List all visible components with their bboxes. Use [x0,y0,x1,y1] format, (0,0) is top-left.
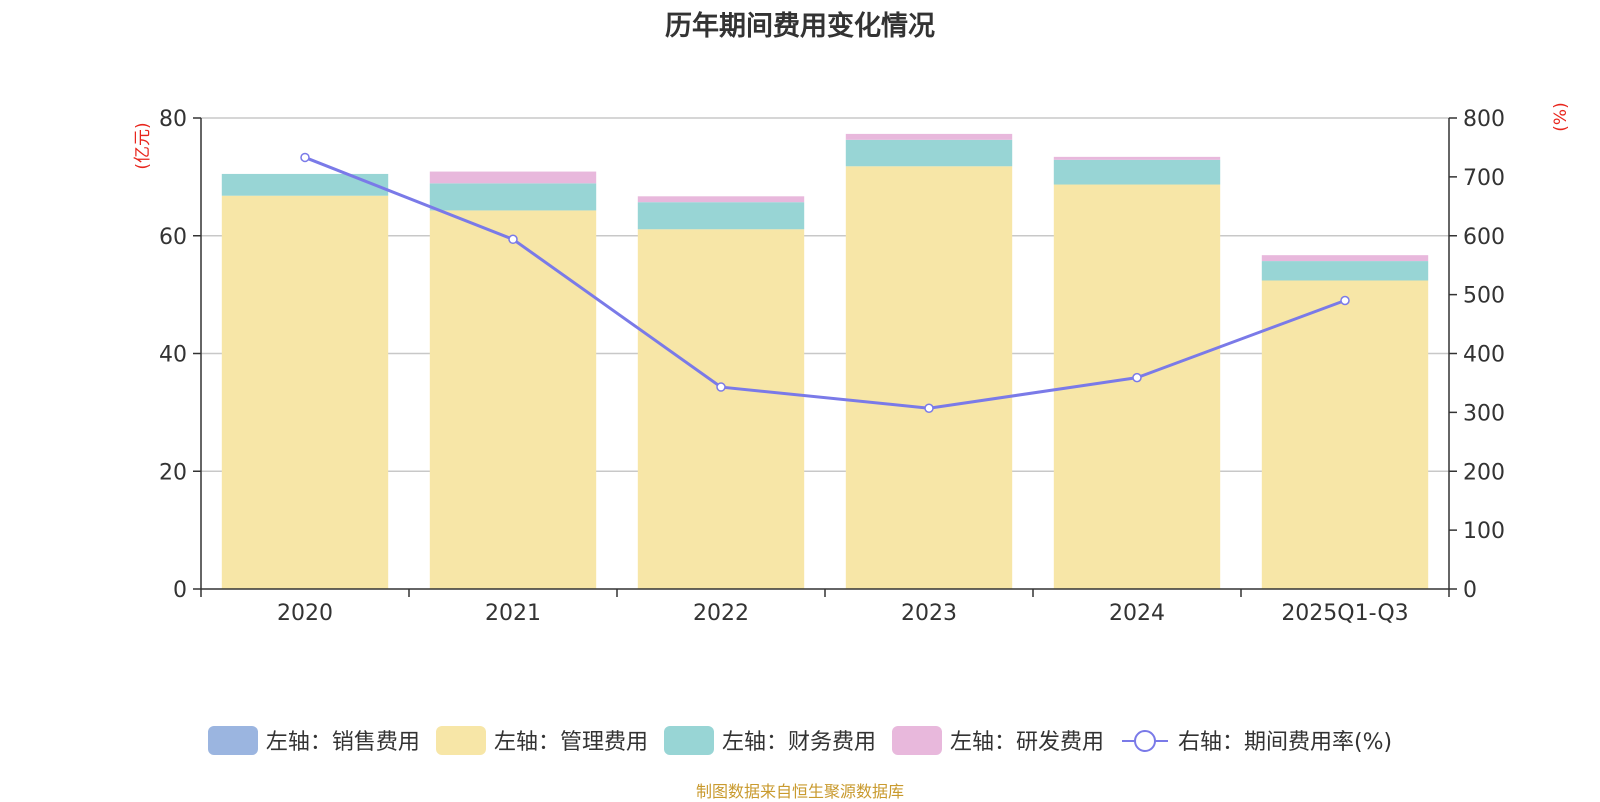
grid-lines [201,117,1449,472]
right-tick-label: 800 [1463,107,1505,132]
left-tick-label: 40 [159,343,187,368]
bar-segment-1-5 [1261,280,1429,589]
x-tick-label: 2023 [901,601,957,626]
left-axis-unit: (亿元) [133,122,153,169]
legend-swatch-finance [663,725,714,755]
bar-segment-2-2 [637,202,805,230]
bar-segment-3-1 [429,171,597,184]
bar-segment-2-5 [1261,261,1429,281]
chart-title: 历年期间费用变化情况 [665,11,935,42]
bar-segment-2-4 [1053,159,1221,185]
bar-segment-3-3 [845,133,1013,140]
legend-label-admin: 左轴：管理费用 [493,730,648,755]
right-tick-label: 500 [1463,284,1505,309]
bar-segment-1-3 [845,166,1013,589]
bar-segment-1-1 [429,210,597,589]
legend-label-rnd: 左轴：研发费用 [949,730,1104,755]
legend-item-rnd[interactable]: 左轴：研发费用 [891,724,1104,756]
legend-item-finance[interactable]: 左轴：财务费用 [663,724,876,756]
rate-point-1 [508,234,518,245]
left-tick-label: 0 [173,578,187,603]
bar-segment-3-2 [637,196,805,203]
legend-swatch-rnd [891,725,942,755]
rate-point-5 [1340,295,1350,306]
right-tick-label: 400 [1463,343,1505,368]
left-tick-label: 60 [159,225,187,250]
right-tick-label: 0 [1463,578,1477,603]
legend-line-circle-icon [1121,729,1168,752]
data-source-note: 制图数据来自恒生聚源数据库 [695,782,904,801]
rate-point-0 [300,152,310,163]
left-tick-label: 80 [159,107,187,132]
x-tick-label: 2025Q1-Q3 [1281,601,1408,626]
legend-item-sales[interactable]: 左轴：销售费用 [207,724,420,756]
rate-line [304,156,1346,410]
right-tick-label: 200 [1463,460,1505,485]
right-axis-unit: (%) [1551,102,1571,131]
bar-segment-1-0 [221,195,389,589]
rate-point-3 [924,403,934,414]
bar-segment-2-3 [845,139,1013,167]
legend-swatch-admin [435,725,486,755]
bar-layer [221,133,1429,589]
rate-line-layer [300,152,1350,414]
rate-point-4 [1132,372,1142,383]
bar-segment-3-5 [1261,255,1429,262]
x-tick-label: 2022 [693,601,749,626]
right-tick-label: 300 [1463,401,1505,426]
legend-item-admin[interactable]: 左轴：管理费用 [435,724,648,756]
bar-segment-2-0 [221,173,389,196]
rate-point-2 [716,382,726,392]
right-tick-label: 100 [1463,519,1505,544]
legend-swatch-sales [207,725,258,755]
bar-segment-2-1 [429,183,597,211]
bar-segment-1-2 [637,229,805,589]
x-tick-label: 2021 [485,601,541,626]
x-tick-label: 2024 [1109,601,1165,626]
legend-item-rate[interactable]: 右轴：期间费用率(%) [1120,724,1392,756]
x-tick-label: 2020 [277,601,333,626]
left-tick-label: 20 [159,460,187,485]
right-tick-label: 700 [1463,166,1505,191]
legend-label-sales: 左轴：销售费用 [265,730,420,755]
legend-label-finance: 左轴：财务费用 [721,730,876,755]
bar-segment-3-4 [1053,156,1221,160]
right-tick-label: 600 [1463,225,1505,250]
legend: 左轴：销售费用 左轴：管理费用 左轴：财务费用 左轴：研发费用 右轴：期间费用率… [0,720,1600,760]
legend-label-rate: 右轴：期间费用率(%) [1177,730,1393,755]
